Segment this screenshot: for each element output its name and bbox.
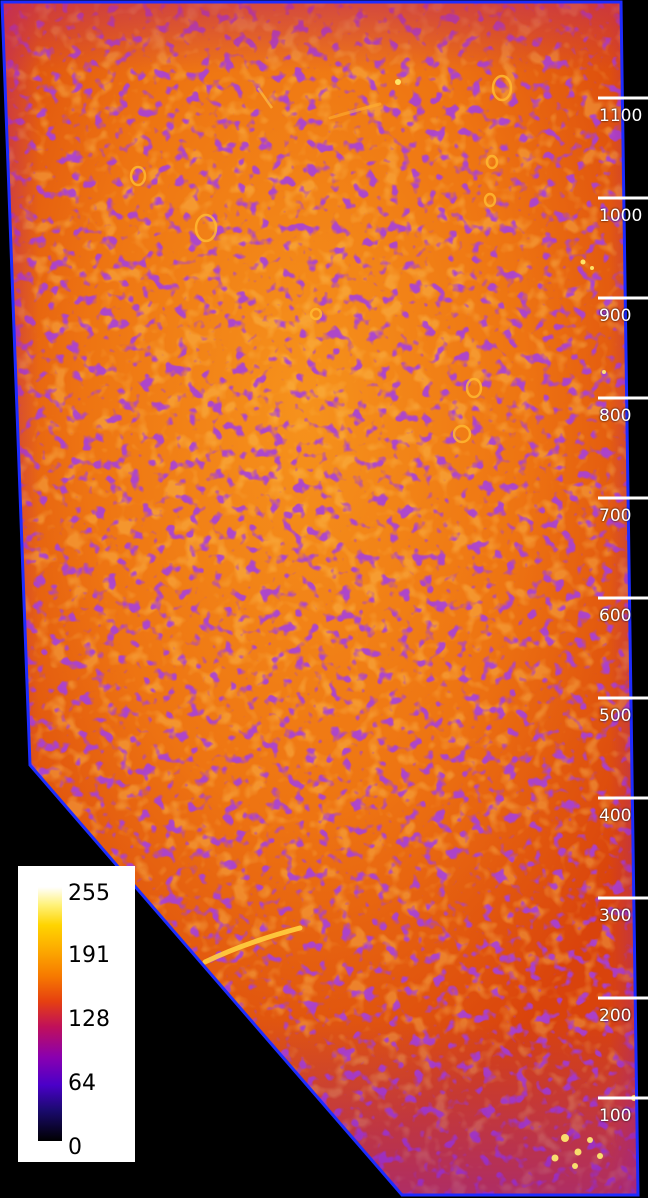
colorbar-label-max: 255 [68,881,110,906]
scale-label: 700 [599,506,632,526]
scale-label: 800 [599,406,632,426]
scale-label: 900 [599,306,632,326]
bright-streak [202,925,303,965]
colorbar-label-min: 0 [68,1135,82,1160]
colorbar-legend: 255 191 128 64 0 [18,866,135,1162]
scale-label: 100 [599,1106,632,1126]
colorbar-label: 191 [68,943,110,968]
hot-spots [395,79,637,1169]
scale-bar-ticks [598,96,648,1100]
colorbar-gradient [38,887,62,1141]
bright-particles [129,74,513,444]
colorbar-label: 128 [68,1007,110,1032]
scale-label: 200 [599,1006,632,1026]
scale-label: 500 [599,706,632,726]
colorbar-label: 64 [68,1071,96,1096]
scale-label: 600 [599,606,632,626]
scale-label: 400 [599,806,632,826]
scale-label: 300 [599,906,632,926]
scale-label: 1000 [599,206,643,226]
scale-label: 1100 [599,106,643,126]
